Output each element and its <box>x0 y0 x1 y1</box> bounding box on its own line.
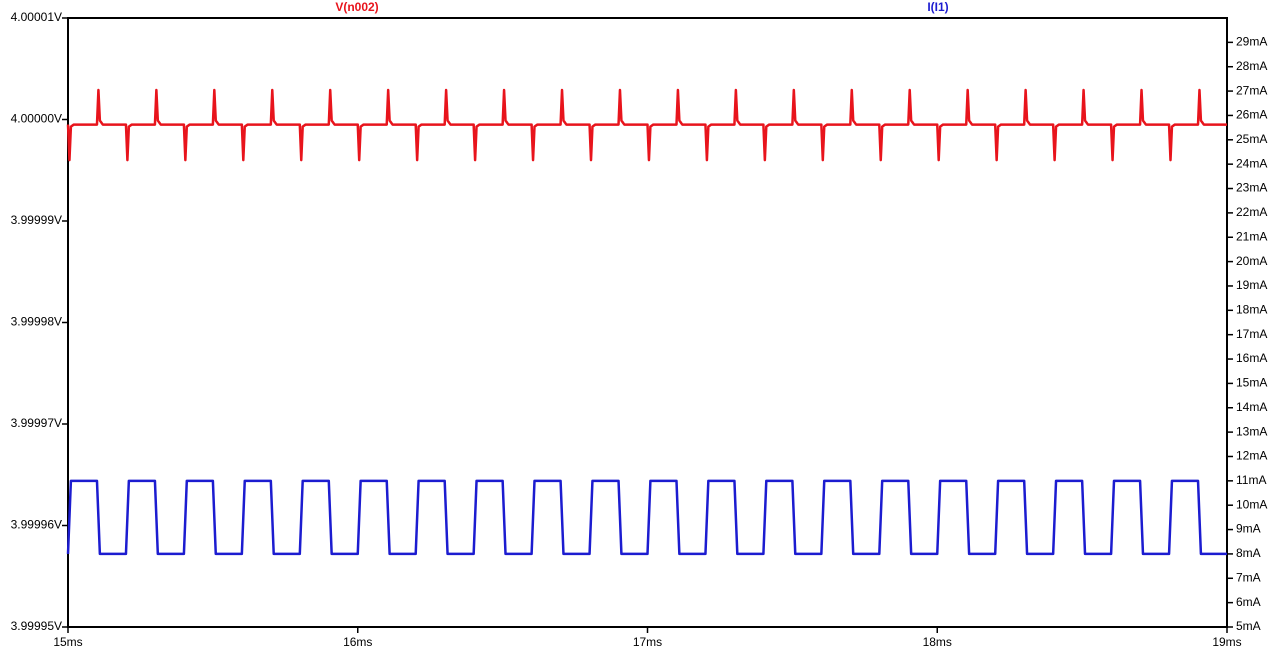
y2-tick-label: 21mA <box>1236 229 1267 243</box>
y2-tick-label: 5mA <box>1236 619 1261 633</box>
y2-tick-label: 9mA <box>1236 522 1261 536</box>
x-tick-label: 17ms <box>633 635 662 649</box>
x-tick-label: 18ms <box>923 635 952 649</box>
y2-tick-label: 6mA <box>1236 595 1261 609</box>
y2-tick-label: 12mA <box>1236 449 1267 463</box>
y-tick-label: 3.99999V <box>11 213 62 227</box>
y-tick-label: 3.99998V <box>11 315 62 329</box>
y2-tick-label: 19mA <box>1236 278 1267 292</box>
y2-tick-label: 29mA <box>1236 35 1267 49</box>
x-tick-label: 16ms <box>343 635 372 649</box>
x-tick-label: 15ms <box>53 635 82 649</box>
y2-tick-label: 16mA <box>1236 351 1267 365</box>
y2-tick-label: 14mA <box>1236 400 1267 414</box>
y-tick-label: 3.99997V <box>11 416 62 430</box>
y2-tick-label: 11mA <box>1236 473 1266 487</box>
y2-tick-label: 24mA <box>1236 156 1267 170</box>
y2-tick-label: 28mA <box>1236 59 1267 73</box>
y2-tick-label: 7mA <box>1236 570 1261 584</box>
y2-tick-label: 18mA <box>1236 302 1267 316</box>
y2-tick-label: 23mA <box>1236 181 1267 195</box>
y2-tick-label: 22mA <box>1236 205 1267 219</box>
y2-tick-label: 15mA <box>1236 376 1267 390</box>
series-line <box>66 479 1227 556</box>
legend-label: I(I1) <box>927 0 948 14</box>
legend-label: V(n002) <box>335 0 378 14</box>
y2-tick-label: 13mA <box>1236 424 1267 438</box>
y-tick-label: 3.99996V <box>11 518 62 532</box>
y-tick-label: 4.00001V <box>11 10 62 24</box>
y2-tick-label: 26mA <box>1236 108 1267 122</box>
y2-tick-label: 27mA <box>1236 83 1267 97</box>
y2-tick-label: 8mA <box>1236 546 1261 560</box>
series-line <box>66 88 1227 162</box>
y2-tick-label: 10mA <box>1236 497 1267 511</box>
y2-tick-label: 17mA <box>1236 327 1267 341</box>
y-tick-label: 4.00000V <box>11 112 62 126</box>
y2-tick-label: 25mA <box>1236 132 1267 146</box>
y-tick-label: 3.99995V <box>11 619 62 633</box>
x-tick-label: 19ms <box>1212 635 1241 649</box>
y2-tick-label: 20mA <box>1236 254 1267 268</box>
